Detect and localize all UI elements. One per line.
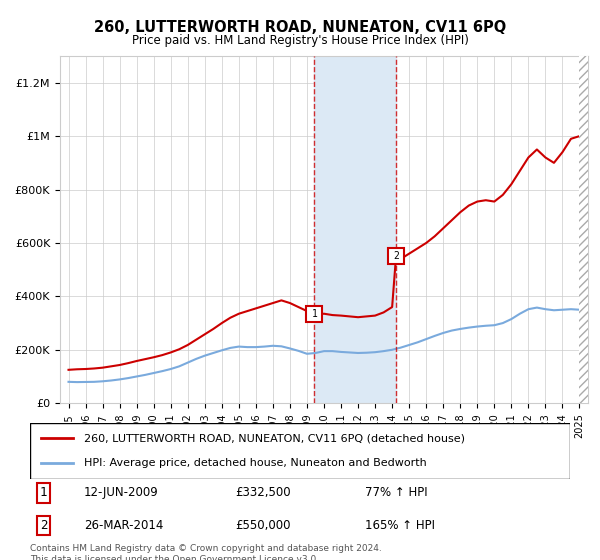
Bar bbox=[578, 56, 589, 403]
Text: 260, LUTTERWORTH ROAD, NUNEATON, CV11 6PQ: 260, LUTTERWORTH ROAD, NUNEATON, CV11 6P… bbox=[94, 20, 506, 35]
FancyBboxPatch shape bbox=[30, 423, 570, 479]
Text: £332,500: £332,500 bbox=[235, 487, 291, 500]
Text: 1: 1 bbox=[311, 309, 317, 319]
Text: Price paid vs. HM Land Registry's House Price Index (HPI): Price paid vs. HM Land Registry's House … bbox=[131, 34, 469, 46]
Text: 2: 2 bbox=[40, 519, 47, 531]
Text: Contains HM Land Registry data © Crown copyright and database right 2024.
This d: Contains HM Land Registry data © Crown c… bbox=[30, 544, 382, 560]
Text: 260, LUTTERWORTH ROAD, NUNEATON, CV11 6PQ (detached house): 260, LUTTERWORTH ROAD, NUNEATON, CV11 6P… bbox=[84, 433, 465, 444]
Text: 12-JUN-2009: 12-JUN-2009 bbox=[84, 487, 159, 500]
Text: 77% ↑ HPI: 77% ↑ HPI bbox=[365, 487, 427, 500]
Text: 26-MAR-2014: 26-MAR-2014 bbox=[84, 519, 163, 531]
Text: £550,000: £550,000 bbox=[235, 519, 290, 531]
Text: HPI: Average price, detached house, Nuneaton and Bedworth: HPI: Average price, detached house, Nune… bbox=[84, 458, 427, 468]
Text: 2: 2 bbox=[393, 251, 399, 262]
Bar bbox=[314, 56, 396, 403]
Text: 165% ↑ HPI: 165% ↑ HPI bbox=[365, 519, 435, 531]
Text: 1: 1 bbox=[40, 487, 47, 500]
